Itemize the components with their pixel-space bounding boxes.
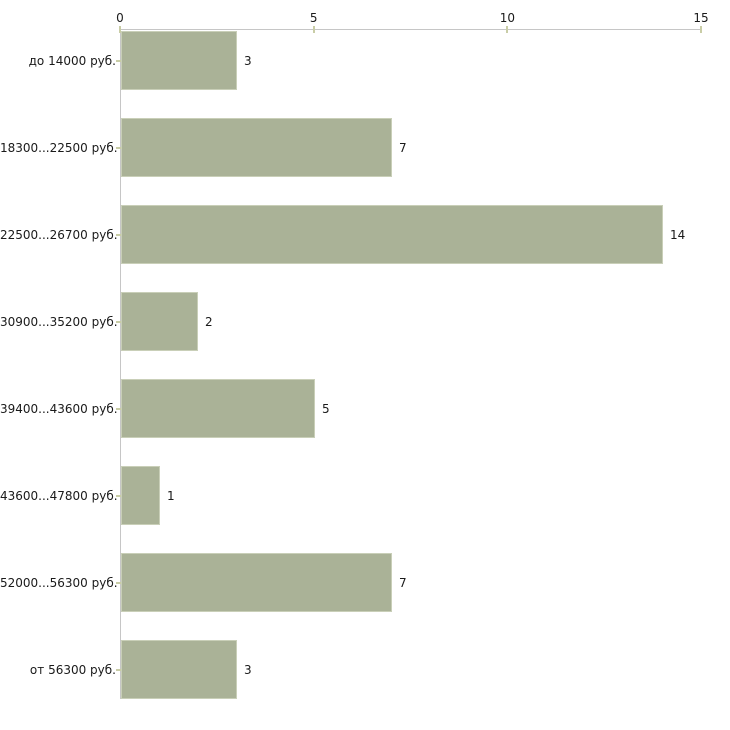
- bar-value-label: 2: [205, 314, 213, 329]
- chart-row: 39400...43600 руб. 5: [0, 379, 730, 438]
- category-tick-mark: [116, 668, 121, 671]
- bar-value-label: 14: [670, 227, 686, 242]
- bar-value-label: 1: [167, 488, 175, 503]
- bar: [121, 640, 237, 699]
- bar-value-label: 3: [244, 53, 252, 68]
- chart-row: 52000...56300 руб. 7: [0, 553, 730, 612]
- category-label: 52000...56300 руб.: [0, 575, 118, 590]
- chart-row: до 14000 руб. 3: [0, 31, 730, 90]
- chart-row: 22500...26700 руб. 14: [0, 205, 730, 264]
- category-tick-mark: [116, 407, 121, 410]
- chart-rows: до 14000 руб. 3 18300...22500 руб. 7 22500..…: [0, 31, 730, 727]
- category-label: 22500...26700 руб.: [0, 227, 118, 242]
- category-tick-mark: [116, 581, 121, 584]
- y-axis-line: [120, 29, 121, 699]
- chart-row: 43600...47800 руб. 1: [0, 466, 730, 525]
- x-axis-tick-label: 5: [309, 11, 318, 25]
- category-label: от 56300 руб.: [29, 662, 116, 677]
- x-axis-tick-mark: [119, 26, 121, 33]
- x-axis-tick-label: 10: [499, 11, 515, 25]
- chart-row: 30900...35200 руб. 2: [0, 292, 730, 351]
- x-axis-tick-label: 0: [116, 11, 124, 25]
- chart-row: от 56300 руб. 3: [0, 640, 730, 699]
- bar-value-label: 3: [244, 662, 252, 677]
- bar-value-label: 7: [399, 575, 407, 590]
- bar: [121, 31, 237, 90]
- bar-value-label: 7: [399, 140, 407, 155]
- x-axis-line: [120, 29, 702, 30]
- x-axis-tick-mark: [506, 26, 509, 33]
- x-axis-tick-mark: [312, 26, 315, 33]
- bar: [121, 118, 392, 177]
- bar: [121, 205, 663, 264]
- bar: [121, 292, 198, 351]
- category-label: 30900...35200 руб.: [0, 314, 118, 329]
- bar: [121, 466, 160, 525]
- category-tick-mark: [116, 320, 121, 323]
- category-tick-mark: [116, 494, 121, 497]
- category-tick-mark: [116, 146, 121, 149]
- bar: [121, 553, 392, 612]
- x-axis-tick-mark: [700, 26, 702, 33]
- chart-row: 18300...22500 руб. 7: [0, 118, 730, 177]
- x-axis-tick-label: 15: [693, 11, 709, 25]
- bar: [121, 379, 315, 438]
- category-label: 39400...43600 руб.: [0, 401, 118, 416]
- category-label: до 14000 руб.: [28, 53, 116, 68]
- category-tick-mark: [116, 59, 121, 62]
- category-tick-mark: [116, 233, 121, 236]
- category-label: 18300...22500 руб.: [0, 140, 118, 155]
- bar-value-label: 5: [322, 401, 330, 416]
- category-label: 43600...47800 руб.: [0, 488, 118, 503]
